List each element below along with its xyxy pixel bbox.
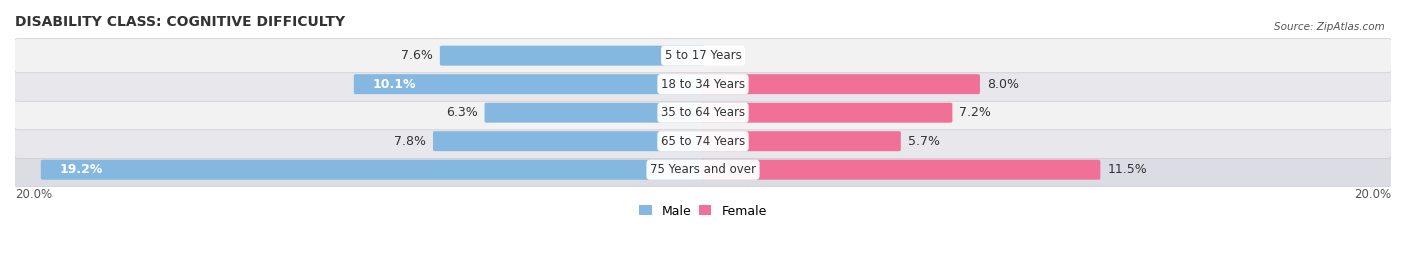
FancyBboxPatch shape (440, 46, 704, 66)
Text: 5.7%: 5.7% (908, 135, 939, 148)
Text: 7.6%: 7.6% (401, 49, 433, 62)
Text: DISABILITY CLASS: COGNITIVE DIFFICULTY: DISABILITY CLASS: COGNITIVE DIFFICULTY (15, 15, 344, 29)
Legend: Male, Female: Male, Female (634, 200, 772, 222)
Text: 11.5%: 11.5% (1107, 163, 1147, 176)
Text: 6.3%: 6.3% (446, 106, 478, 119)
Text: 5 to 17 Years: 5 to 17 Years (665, 49, 741, 62)
FancyBboxPatch shape (354, 74, 704, 94)
Text: 0.0%: 0.0% (711, 49, 744, 62)
Text: 65 to 74 Years: 65 to 74 Years (661, 135, 745, 148)
FancyBboxPatch shape (702, 131, 901, 151)
FancyBboxPatch shape (41, 160, 704, 180)
FancyBboxPatch shape (14, 67, 1392, 101)
Text: 7.2%: 7.2% (959, 106, 991, 119)
FancyBboxPatch shape (14, 96, 1392, 130)
Text: 75 Years and over: 75 Years and over (650, 163, 756, 176)
Text: 7.8%: 7.8% (394, 135, 426, 148)
FancyBboxPatch shape (433, 131, 704, 151)
FancyBboxPatch shape (702, 160, 1101, 180)
Text: 35 to 64 Years: 35 to 64 Years (661, 106, 745, 119)
FancyBboxPatch shape (14, 153, 1392, 187)
Text: 8.0%: 8.0% (987, 78, 1019, 91)
Text: 10.1%: 10.1% (373, 78, 416, 91)
FancyBboxPatch shape (14, 124, 1392, 158)
FancyBboxPatch shape (485, 103, 704, 123)
FancyBboxPatch shape (702, 103, 952, 123)
FancyBboxPatch shape (14, 39, 1392, 73)
FancyBboxPatch shape (702, 74, 980, 94)
Text: 20.0%: 20.0% (1354, 188, 1391, 201)
Text: Source: ZipAtlas.com: Source: ZipAtlas.com (1274, 22, 1385, 32)
Text: 19.2%: 19.2% (59, 163, 103, 176)
Text: 18 to 34 Years: 18 to 34 Years (661, 78, 745, 91)
Text: 20.0%: 20.0% (15, 188, 52, 201)
